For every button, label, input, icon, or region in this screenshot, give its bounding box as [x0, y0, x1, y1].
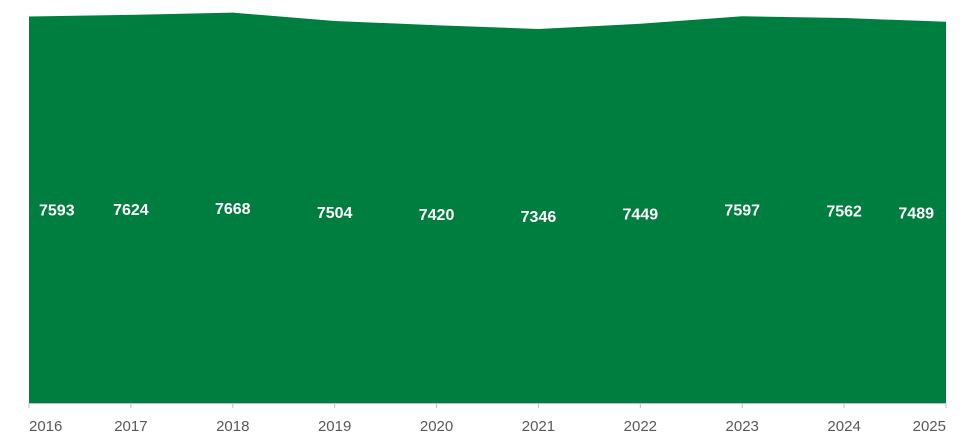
x-tick-label: 2018: [216, 418, 249, 434]
data-label: 7420: [419, 207, 455, 224]
x-tick-label: 2020: [420, 418, 453, 434]
x-tick-label: 2022: [624, 418, 657, 434]
x-tick-label: 2025: [913, 418, 946, 434]
data-label: 7346: [521, 209, 557, 226]
data-label: 7504: [317, 205, 353, 222]
x-tick-label: 2016: [29, 418, 62, 434]
data-label: 7449: [623, 206, 659, 223]
data-label: 7668: [215, 201, 251, 218]
x-tick-label: 2021: [522, 418, 555, 434]
data-label: 7624: [113, 202, 149, 219]
data-label: 7597: [724, 203, 760, 220]
data-label: 7489: [898, 205, 934, 222]
x-tick-label: 2024: [827, 418, 860, 434]
data-label: 7562: [826, 204, 862, 221]
x-tick-label: 2017: [114, 418, 147, 434]
area-series-0: [29, 12, 946, 404]
x-tick-label: 2019: [318, 418, 351, 434]
data-label: 7593: [39, 203, 75, 220]
x-tick-label: 2023: [726, 418, 759, 434]
